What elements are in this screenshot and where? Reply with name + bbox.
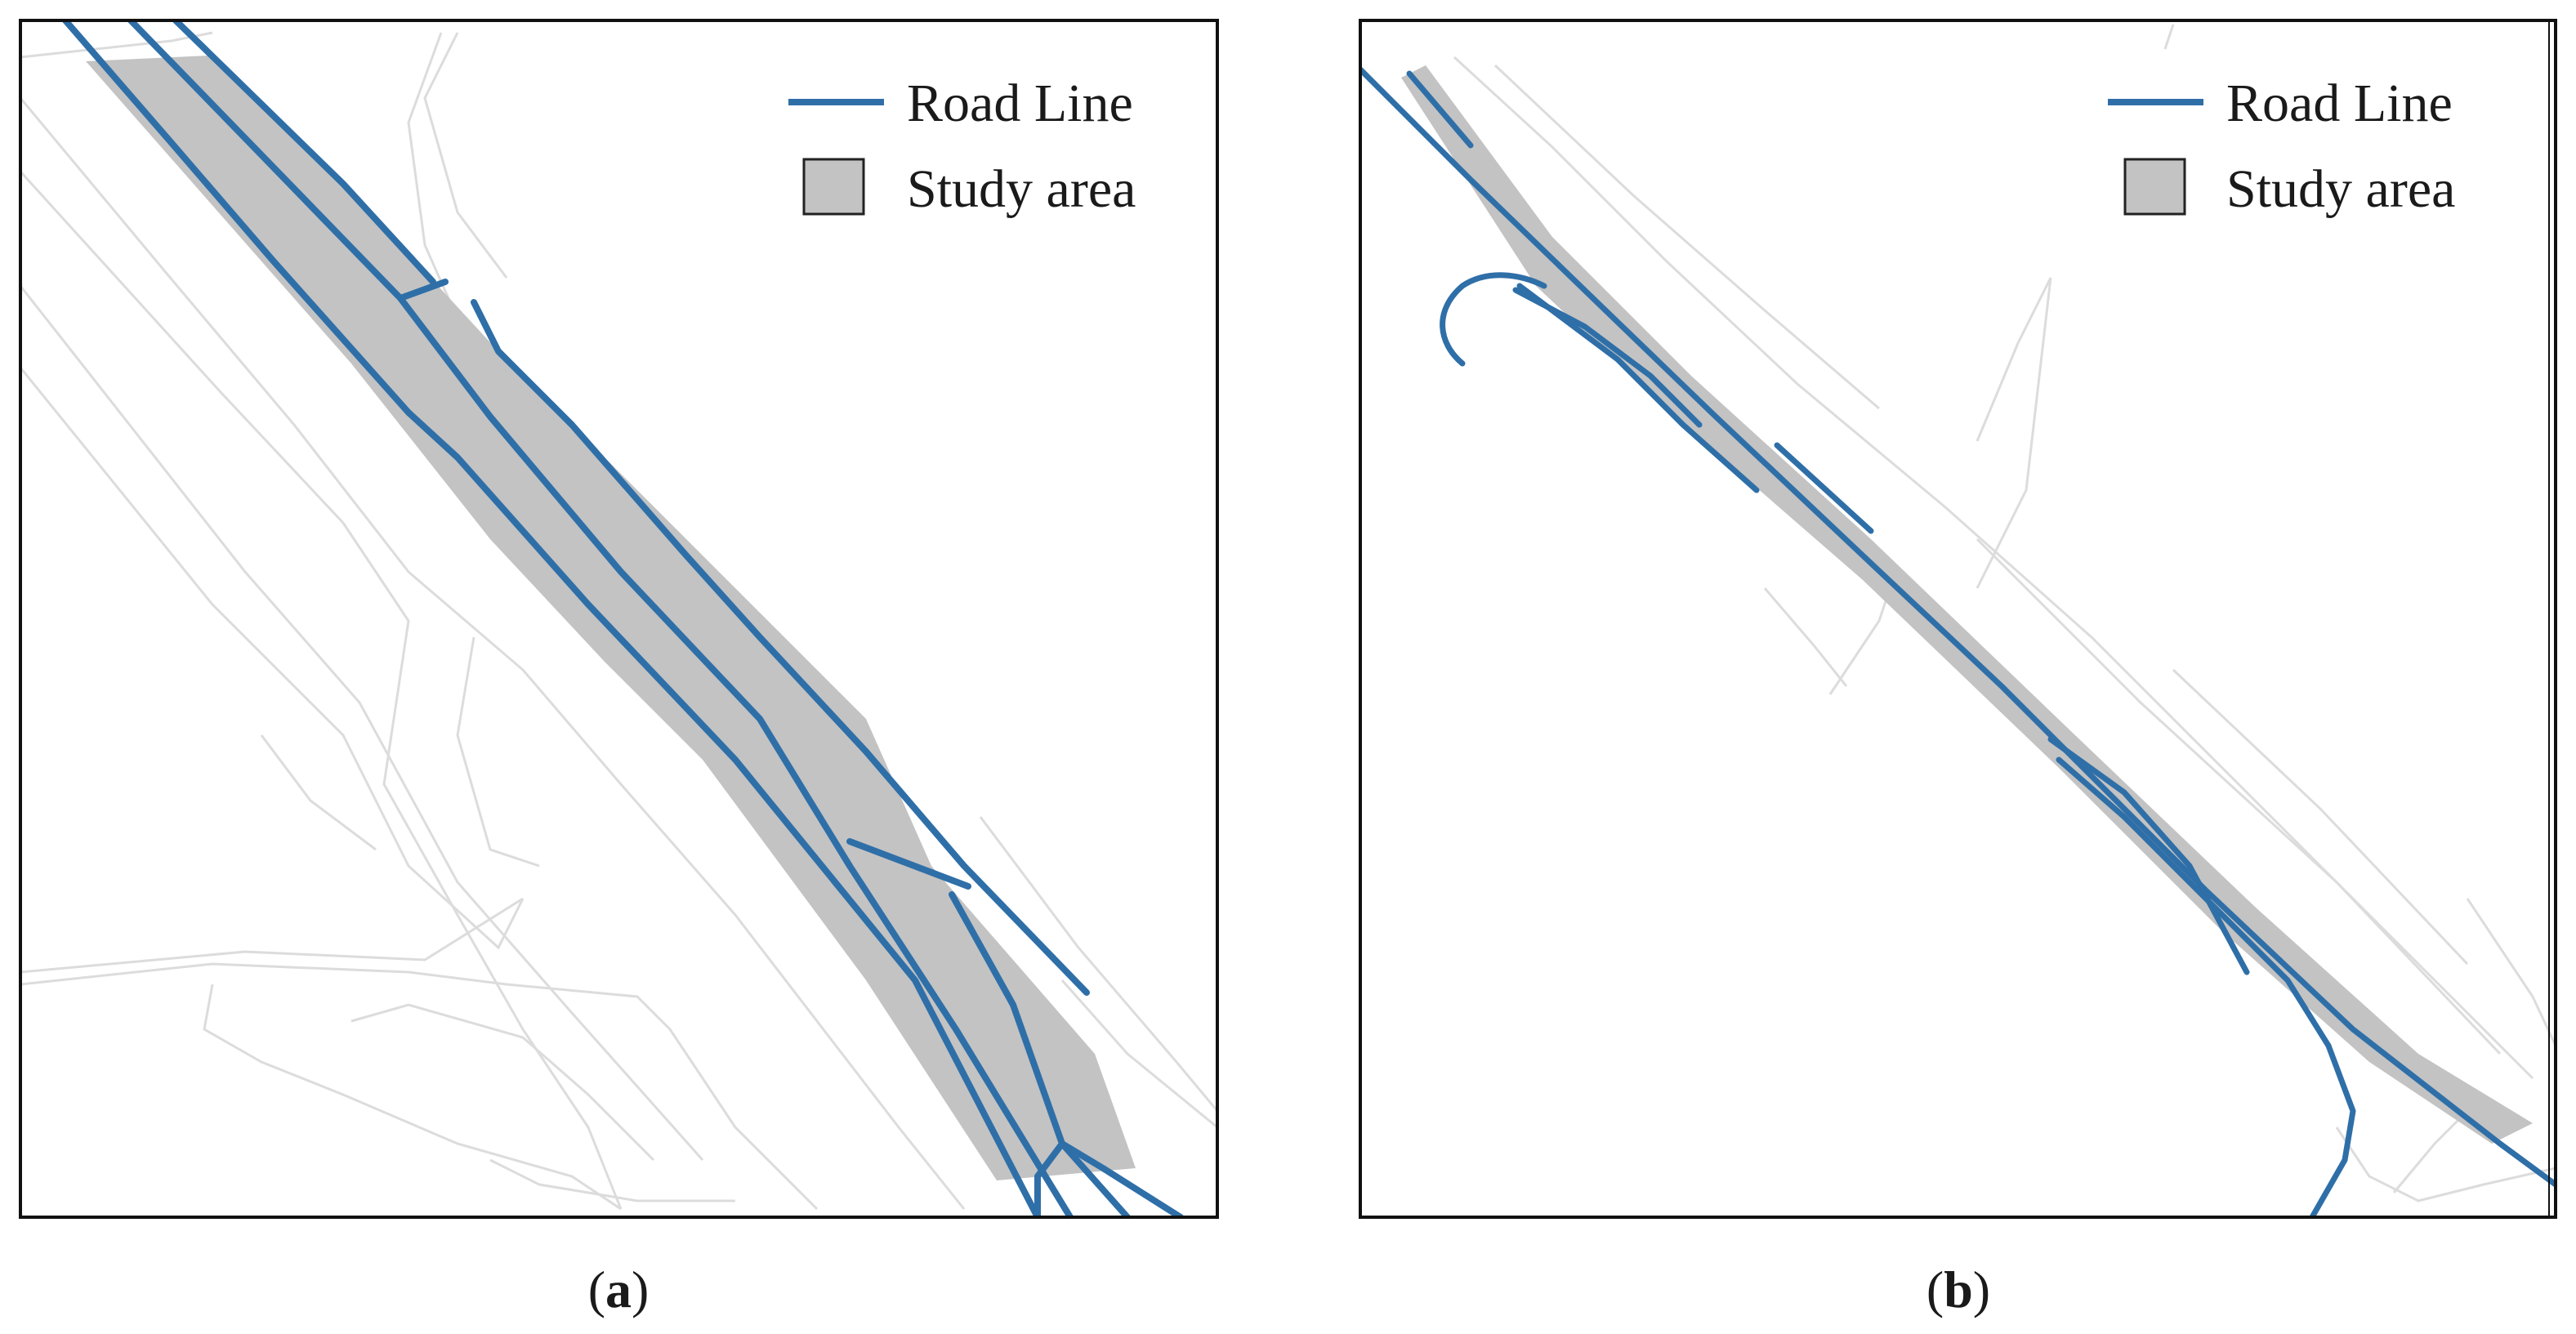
panel-a: Road Line Study area (a) xyxy=(19,19,1219,1318)
map-frame-b xyxy=(1359,19,2557,1219)
study-area-b xyxy=(1401,65,2533,1144)
caption-b: (b) xyxy=(1926,1260,1990,1318)
road-lines-a xyxy=(62,20,1184,1217)
caption-a: (a) xyxy=(588,1260,650,1318)
legend-study-area-label: Study area xyxy=(2226,159,2455,219)
legend-road-line-label: Road Line xyxy=(907,74,1133,133)
map-frame-a xyxy=(19,19,1219,1219)
background-network-b xyxy=(1453,24,2556,1202)
road-lines-b xyxy=(1360,66,2556,1217)
background-network-a xyxy=(20,31,1217,1211)
legend-study-area-swatch xyxy=(2123,158,2186,216)
legend-b: Road Line Study area xyxy=(2108,74,2455,219)
legend-a: Road Line Study area xyxy=(788,74,1136,219)
legend-study-area-swatch xyxy=(802,158,865,216)
map-b xyxy=(1360,24,2556,1217)
legend-road-line-label: Road Line xyxy=(2226,74,2453,133)
legend-study-area-label: Study area xyxy=(907,159,1136,219)
panel-b: Road Line Study area (b) xyxy=(1359,19,2557,1318)
map-a xyxy=(20,20,1217,1217)
